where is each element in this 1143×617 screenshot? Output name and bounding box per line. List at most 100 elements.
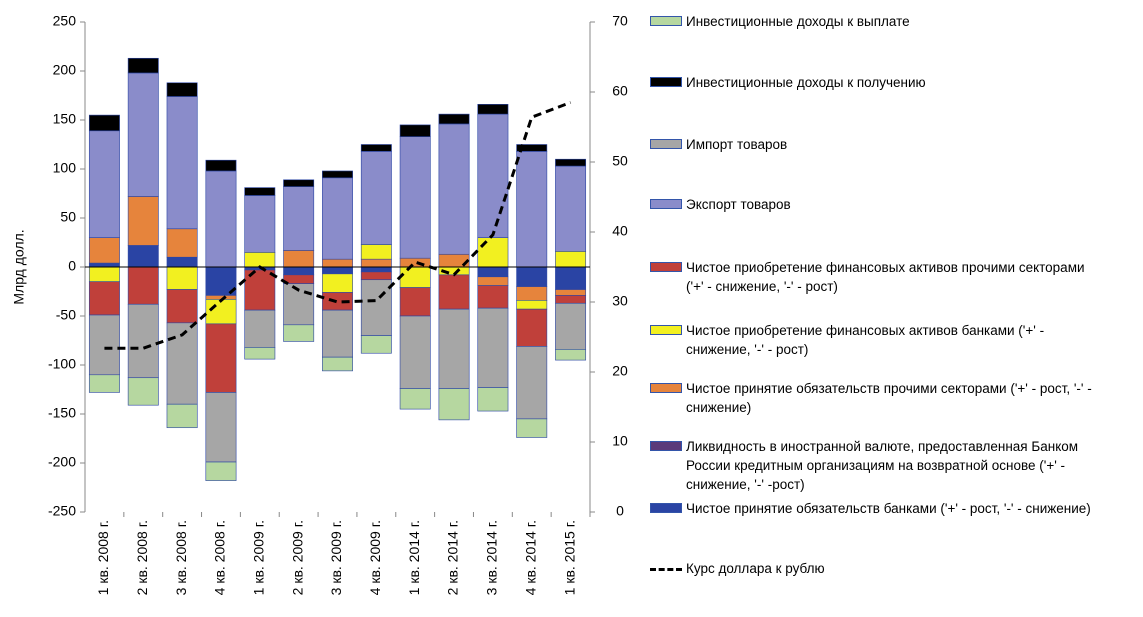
bar-segment xyxy=(516,346,548,420)
bar-segment xyxy=(555,165,587,252)
x-tick-label: 4 кв. 2009 г. xyxy=(367,520,383,595)
bar-segment xyxy=(399,388,431,410)
bar-segment xyxy=(399,257,431,268)
y2-tick-label: 30 xyxy=(612,293,628,309)
bar-segment xyxy=(516,308,548,347)
bar-segment xyxy=(127,245,159,268)
bar-segment xyxy=(322,309,353,358)
bar-segment xyxy=(516,266,548,287)
y-tick-label: 50 xyxy=(60,209,76,225)
legend-label: Чистое приобретение финансовых активов б… xyxy=(686,323,1045,357)
legend-label: Чистое принятие обязательств прочими сек… xyxy=(686,381,1092,415)
legend-label: Курс доллара к рублю xyxy=(686,561,825,576)
bar-segment xyxy=(360,271,392,281)
bar-segment xyxy=(477,276,509,286)
bar-segment xyxy=(88,130,120,238)
legend-swatch xyxy=(650,262,682,272)
bar-segment xyxy=(399,287,431,317)
bar-segment xyxy=(322,356,353,372)
bar-segment xyxy=(399,315,431,389)
y2-tick-label: 40 xyxy=(612,223,628,239)
y2-tick-label: 0 xyxy=(616,503,624,519)
bar-segment xyxy=(438,274,470,310)
bar-segment xyxy=(555,158,587,167)
bar-segment xyxy=(322,258,353,268)
bar-segment xyxy=(399,266,431,288)
bar-segment xyxy=(555,251,587,268)
bar-segment xyxy=(244,195,276,253)
bar-segment xyxy=(360,258,392,268)
bar-segment xyxy=(477,237,509,268)
legend-item: Курс доллара к рублю xyxy=(650,559,1100,578)
y-tick-label: -150 xyxy=(48,405,76,421)
bar-segment xyxy=(555,289,587,296)
bar-segment xyxy=(360,266,392,273)
bar-segment xyxy=(283,186,315,251)
bar-segment xyxy=(516,300,548,310)
bar-segment xyxy=(516,151,548,268)
bar-segment xyxy=(555,349,587,361)
bar-segment xyxy=(516,144,548,152)
bar-segment xyxy=(477,307,509,388)
line-series xyxy=(104,101,572,350)
bar-segment xyxy=(88,281,120,316)
bar-segment xyxy=(283,266,315,276)
legend-item: Импорт товаров xyxy=(650,135,1100,154)
bar-segment xyxy=(477,266,509,278)
y-tick-label: -100 xyxy=(48,356,76,372)
bar-segment xyxy=(244,309,276,348)
bar-segment xyxy=(283,250,315,268)
legend-swatch xyxy=(650,77,682,87)
x-tick-label: 1 кв. 2009 г. xyxy=(251,520,267,595)
bar-segment xyxy=(166,82,198,97)
bar-segment xyxy=(360,144,392,152)
legend-item: Инвестиционные доходы к выплате xyxy=(650,12,1100,31)
bar-segment xyxy=(88,266,120,282)
bar-segment xyxy=(127,377,159,406)
x-tick-label: 1 кв. 2008 г. xyxy=(95,520,111,595)
x-tick-label: 2 кв. 2009 г. xyxy=(289,520,305,595)
bar-segment xyxy=(166,96,198,230)
x-tick-label: 2 кв. 2008 г. xyxy=(134,520,150,595)
legend-item: Ликвидность в иностранной валюте, предос… xyxy=(650,437,1100,494)
bar-segment xyxy=(166,322,198,405)
bar-segment xyxy=(166,256,198,268)
bar-segment xyxy=(166,228,198,258)
bar-segment xyxy=(166,289,198,324)
y-tick-label: 200 xyxy=(53,62,77,78)
bar-segment xyxy=(205,159,237,172)
legend-label: Чистое приобретение финансовых активов п… xyxy=(686,260,1085,294)
x-tick-label: 1 кв. 2014 г. xyxy=(406,520,422,595)
legend-item: Экспорт товаров xyxy=(650,195,1100,214)
bar-segment xyxy=(438,123,470,255)
x-tick-label: 4 кв. 2014 г. xyxy=(522,520,538,595)
legend-item: Чистое принятие обязательств банками ('+… xyxy=(650,499,1100,518)
bar-segment xyxy=(438,308,470,389)
y2-tick-label: 20 xyxy=(612,363,628,379)
legend-item: Чистое приобретение финансовых активов п… xyxy=(650,258,1100,296)
x-tick-label: 3 кв. 2008 г. xyxy=(173,520,189,595)
y-tick-label: -50 xyxy=(56,307,76,323)
bar-segment xyxy=(283,324,315,342)
y2-tick-label: 60 xyxy=(612,83,628,99)
bar-segment xyxy=(477,104,509,115)
legend-swatch xyxy=(650,16,682,26)
legend-swatch xyxy=(650,441,682,451)
bar-segment xyxy=(244,187,276,196)
legend-label: Чистое принятие обязательств банками ('+… xyxy=(686,501,1091,516)
bar-segment xyxy=(283,179,315,187)
bar-segment xyxy=(127,196,159,246)
bar-segment xyxy=(555,302,587,350)
bar-segment xyxy=(127,72,159,197)
y-tick-label: 0 xyxy=(68,258,76,274)
y-tick-label: 100 xyxy=(53,160,77,176)
bar-segment xyxy=(205,170,237,268)
bar-segment xyxy=(438,113,470,125)
bar-segment xyxy=(127,57,159,74)
legend-swatch xyxy=(650,325,682,335)
x-tick-label: 3 кв. 2009 г. xyxy=(328,520,344,595)
legend-swatch xyxy=(650,199,682,209)
bar-segment xyxy=(477,387,509,412)
y-tick-label: 150 xyxy=(53,111,77,127)
